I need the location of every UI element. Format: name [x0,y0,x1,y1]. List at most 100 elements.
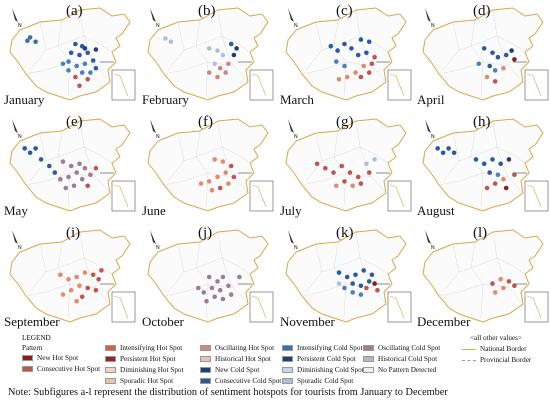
provincial-border [195,19,209,97]
hotspot-dot [85,76,90,82]
legend-item: New Cold Spot [200,366,259,374]
provincial-border [301,283,347,297]
map-svg: N [285,118,412,212]
hotspot-dot [73,41,78,47]
hotspot-dot [372,157,377,162]
legend-swatch [200,378,211,384]
hotspot-dot [68,287,74,293]
hotspot-dot [47,163,52,169]
hotspot-dot [473,157,479,162]
hotspot-dot [79,70,85,75]
svg-text:N: N [18,245,22,251]
hotspot-dot [512,283,517,289]
hotspot-dot [350,183,355,189]
hotspot-dot [361,63,366,69]
provincial-border [25,61,71,75]
hotspot-dot [209,187,215,193]
provincial-border [195,130,209,208]
legend-item: New Hot Spot [22,354,78,362]
china-map [422,7,544,101]
legend-item: No Pattern Detected [363,366,436,374]
map-panel-may: N (e) May [0,111,137,221]
inset-map-outline [251,295,267,319]
provincial-border [163,61,209,75]
national-border [9,229,131,323]
provincial-border [79,120,113,164]
map-panel-october: N (j) October [138,222,275,332]
hotspot-dot [492,79,498,84]
provincial-border [496,35,510,67]
hotspot-dot [77,283,82,289]
panel-letter: (f) [198,114,213,130]
china-map [285,7,407,101]
legend-label: New Hot Spot [37,354,79,362]
provincial-border [321,267,335,273]
hotspot-dot [220,52,226,58]
svg-text:N: N [156,23,160,29]
legend-swatch [363,367,374,373]
hotspot-dot [217,65,223,71]
hotspot-dot [336,270,342,275]
provincial-border [492,231,526,275]
hotspot-dot [344,74,350,80]
panel-month-label: October [142,314,184,329]
legend-swatch [200,356,211,362]
hotspot-dot [440,150,446,156]
hotspot-dot [90,58,96,63]
national-border [285,118,407,212]
svg-text:N: N [18,134,22,140]
hotspot-dot [204,298,209,304]
svg-text:N: N [431,134,435,140]
hotspot-dot [223,70,228,75]
panel-letter: (e) [66,114,83,130]
hotspot-dot [196,285,201,291]
hotspot-dot [342,285,347,291]
provincial-border [45,267,59,273]
hotspot-dot [93,65,99,71]
hotspot-dot [334,183,339,189]
hotspot-dot [88,172,93,178]
panel-letter: (c) [336,3,353,19]
hotspot-dot [206,46,212,51]
map-svg: N [147,229,274,323]
provincial-border [57,35,85,47]
hotspot-dot [350,281,355,286]
hotspot-dot [74,170,79,175]
provincial-border [25,172,71,186]
hotspot-dot [435,146,440,151]
hotspot-dot [481,161,487,167]
hotspot-dot [503,52,509,58]
map-svg: N [9,229,136,323]
legend-swatch [282,378,293,384]
hotspot-dot [323,165,328,171]
map-panel-july: N (g) July [276,111,413,221]
hotspot-dot [355,52,361,58]
hotspot-dot [220,296,226,302]
provincial-border [333,146,361,158]
map-svg: N [422,118,549,212]
hotspot-dot [66,59,71,64]
provincial-border [321,156,335,162]
provincial-border [470,19,484,97]
legend-swatch [105,367,116,373]
hotspot-dot [33,146,38,151]
legend-label: New Cold Spot [215,366,260,374]
hotspot-dot [334,59,339,64]
map-svg: N [9,118,136,212]
panel-letter: (h) [473,114,491,130]
hotspot-dot [77,83,82,89]
hotspot-dot [364,285,369,291]
inset-map-outline [251,73,267,97]
hotspot-dot [336,281,342,286]
legend-subtitle: Pattern [22,344,43,352]
hotspot-dot [212,294,217,300]
panel-letter: (l) [473,225,488,241]
hotspot-dot [223,170,228,175]
national-border [285,7,407,101]
hotspot-dot [52,170,58,175]
provincial-border [45,45,59,51]
panel-month-label: September [4,314,60,329]
panel-month-label: January [4,92,45,107]
legend-label: Intensifying Cold Spot [297,344,363,352]
hotspot-dot [353,272,358,278]
